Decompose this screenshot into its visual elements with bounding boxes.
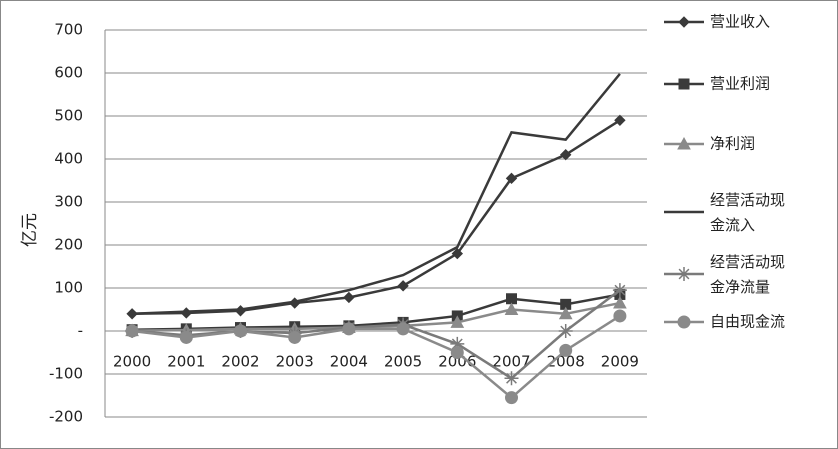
marker: [678, 16, 690, 28]
y-tick-label: 100: [54, 279, 83, 297]
marker: [342, 322, 356, 336]
series-line: [131, 314, 621, 400]
legend-item: 自由现金流: [664, 313, 785, 331]
marker: [396, 322, 410, 336]
x-tick-label: 2002: [221, 353, 259, 371]
series-line: [132, 119, 621, 316]
marker: [288, 330, 302, 344]
marker: [125, 324, 139, 338]
marker: [450, 346, 464, 359]
legend-label: 净利润: [710, 135, 755, 153]
y-tick-label: 700: [54, 21, 83, 39]
marker: [505, 172, 518, 185]
x-tick-label: 2003: [276, 353, 314, 371]
y-tick-label: 300: [54, 193, 83, 211]
marker: [558, 324, 573, 338]
legend-item: 营业利润: [664, 75, 770, 93]
y-tick-label: 400: [54, 150, 83, 168]
series-line: [132, 293, 621, 331]
marker: [677, 267, 691, 281]
legend-item: 经营活动现金流入: [664, 191, 785, 234]
marker: [559, 148, 572, 161]
x-tick-label: 2009: [601, 353, 639, 371]
legend-label: 经营活动现金流入: [710, 191, 785, 234]
marker: [451, 247, 464, 260]
legend-label: 自由现金流: [710, 313, 785, 331]
marker: [504, 302, 519, 315]
marker: [559, 343, 573, 357]
y-tick-label: 200: [54, 236, 83, 254]
legend-label: 经营活动现金净流量: [710, 253, 785, 296]
series-line: [132, 73, 621, 316]
legend-item: 净利润: [664, 135, 755, 153]
legend-label: 营业利润: [710, 75, 770, 93]
marker: [677, 136, 691, 150]
marker: [613, 309, 627, 323]
y-tick-label: -: [78, 322, 83, 340]
marker: [504, 371, 519, 386]
marker: [505, 391, 518, 405]
x-tick-label: 2006: [438, 353, 476, 371]
x-tick-label: 2005: [384, 353, 422, 371]
y-axis-label: 亿元: [20, 213, 40, 247]
marker: [506, 293, 517, 305]
marker: [613, 296, 627, 309]
x-tick-label: 2004: [330, 353, 368, 371]
y-tick-label: 500: [54, 107, 83, 125]
legend-item: 营业收入: [664, 13, 770, 31]
marker: [450, 336, 465, 351]
marker: [397, 280, 409, 292]
x-tick-label: 2008: [547, 353, 585, 371]
marker: [678, 78, 690, 90]
y-tick-label: -100: [49, 365, 83, 383]
marker: [343, 291, 355, 304]
marker: [558, 306, 573, 320]
marker: [450, 315, 465, 328]
y-tick-label: -200: [49, 408, 83, 426]
marker: [677, 315, 691, 329]
legend-label: 营业收入: [710, 13, 770, 31]
marker: [179, 330, 193, 344]
legend-item: 经营活动现金净流量: [664, 253, 785, 296]
x-tick-label: 2001: [167, 353, 205, 371]
marker: [612, 283, 627, 298]
x-tick-label: 2007: [492, 353, 530, 371]
y-tick-label: 600: [54, 64, 83, 82]
marker: [614, 114, 626, 127]
marker: [234, 324, 247, 338]
x-tick-label: 2000: [113, 353, 151, 371]
